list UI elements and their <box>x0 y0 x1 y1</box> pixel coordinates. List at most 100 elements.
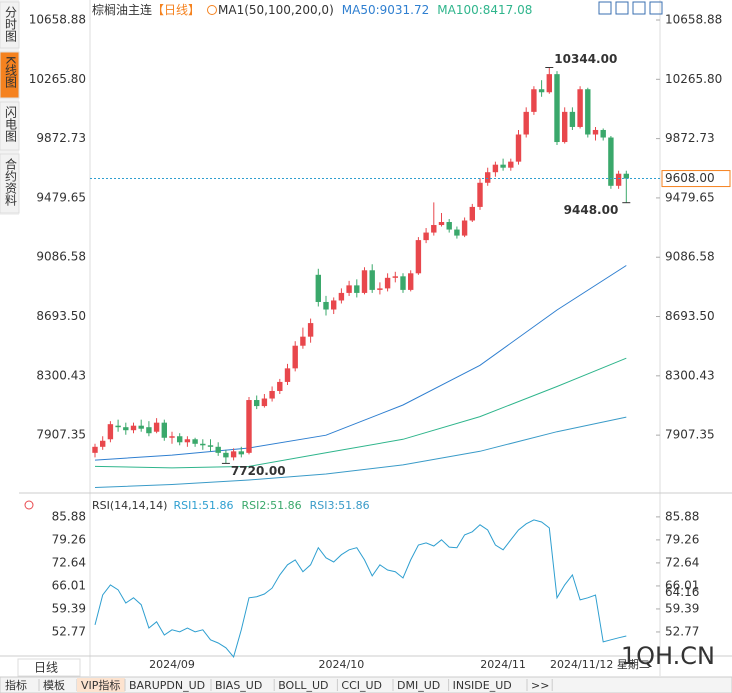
candle-body <box>477 182 483 207</box>
candle-body <box>261 398 268 407</box>
candle-body <box>230 451 237 458</box>
candle-body <box>200 443 206 446</box>
candle-body <box>408 273 414 290</box>
tab-label[interactable]: 分时图 <box>4 6 18 42</box>
candle-body <box>377 288 383 290</box>
candle-body <box>500 164 506 168</box>
candle-body <box>92 446 98 453</box>
legend-entry: RSI3:51.86 <box>310 499 370 512</box>
candle-body <box>361 270 368 293</box>
candle-body <box>562 111 568 143</box>
y-tick-label: 9086.58 <box>36 250 86 264</box>
y-tick-label: 66.01 <box>52 578 86 592</box>
candle-body <box>177 436 183 443</box>
y-tick-label-right: 10265.80 <box>665 72 722 86</box>
legend-entry: MA50:9031.72 <box>342 3 430 17</box>
y-tick-label: 7907.35 <box>36 428 86 442</box>
toolbar-item[interactable]: DMI_UD <box>397 679 440 692</box>
tab-label[interactable]: 闪电图 <box>4 106 18 142</box>
rsi-marker: 64.16 <box>665 585 699 599</box>
candle-body <box>569 111 576 127</box>
candle-body <box>384 277 391 289</box>
y-tick-label-right: 59.39 <box>665 601 699 615</box>
y-tick-label: 79.26 <box>52 532 86 546</box>
candle-body <box>446 222 452 230</box>
legend-entry: MA100:8417.08 <box>437 3 532 17</box>
period-button[interactable] <box>17 658 81 677</box>
candle-body <box>323 301 329 310</box>
candle-body <box>223 452 229 458</box>
candle-body <box>492 164 499 173</box>
tab-label[interactable]: K线图 <box>4 56 18 88</box>
candle-body <box>615 173 622 186</box>
candle-body <box>284 368 291 382</box>
tab-label[interactable]: 合约资料 <box>4 157 18 206</box>
toolbar-item[interactable]: CCI_UD <box>341 679 382 692</box>
candle-body <box>538 89 545 93</box>
toolbar-item[interactable]: >> <box>531 679 549 692</box>
candle-body <box>315 274 321 302</box>
period-button-label[interactable]: 日线 <box>34 661 58 675</box>
candle-body <box>546 74 552 93</box>
y-tick-label-right: 72.64 <box>665 555 699 569</box>
candle-body <box>346 285 352 293</box>
candle-body <box>107 424 114 440</box>
last-price-box <box>661 170 731 188</box>
y-tick-label-right: 52.77 <box>665 624 699 638</box>
indicator-icon[interactable] <box>24 500 34 510</box>
candle-body <box>523 111 529 135</box>
x-tick-label: 2024/10 <box>319 658 365 671</box>
toolbar-active[interactable] <box>77 678 125 692</box>
candle-body <box>515 134 522 162</box>
candle-body <box>307 323 314 337</box>
tab[interactable] <box>0 153 20 214</box>
candle-body <box>608 137 614 186</box>
annotation: 7720.00 <box>231 464 286 478</box>
candle-body <box>623 173 629 179</box>
candle-body <box>508 161 514 168</box>
y-tick-label-right: 85.88 <box>665 509 699 523</box>
candle-body <box>192 439 198 444</box>
ma-line <box>94 416 627 488</box>
y-tick-label: 8300.43 <box>36 368 86 382</box>
candle-body <box>269 390 275 399</box>
annotation: 10344.00 <box>554 52 617 66</box>
toolbar-item[interactable]: 指标 <box>5 678 27 692</box>
tab[interactable] <box>0 1 20 49</box>
legend-entry: RSI2:51.86 <box>242 499 302 512</box>
y-tick-label: 72.64 <box>52 555 86 569</box>
candle-body <box>554 74 560 143</box>
candle-body <box>485 172 491 183</box>
toolbar-item[interactable]: 模板 <box>43 678 65 692</box>
toolbar-item[interactable]: INSIDE_UD <box>453 679 512 692</box>
y-tick-label-right: 9479.65 <box>665 190 715 204</box>
y-tick-label: 9872.73 <box>36 131 86 145</box>
y-tick-label: 10265.80 <box>29 72 86 86</box>
candle-body <box>277 381 283 391</box>
last-price-label: 9608.00 <box>665 171 715 185</box>
candle-body <box>469 206 475 221</box>
toolbar-item[interactable]: BOLL_UD <box>278 679 328 692</box>
title: 棕榈油主连 <box>92 2 152 17</box>
tab[interactable] <box>0 51 20 99</box>
candle-body <box>238 451 244 455</box>
candle-body <box>461 220 468 236</box>
settings-icon[interactable] <box>207 5 217 15</box>
cursor-date: 2024/11/12 星期二 <box>550 658 650 671</box>
toolbar <box>0 676 732 693</box>
candle-body <box>331 300 337 310</box>
candle-body <box>153 422 160 432</box>
candle-body <box>130 425 137 431</box>
toolbar-item[interactable]: BIAS_UD <box>215 679 262 692</box>
watermark: 1QH.CN <box>621 642 715 670</box>
rsi-header: RSI(14,14,14) RSI1:51.86 RSI2:51.86 RSI3:51… <box>92 499 370 512</box>
candle-body <box>292 345 298 369</box>
candle-body <box>300 336 306 346</box>
candle-body <box>169 436 175 438</box>
tab[interactable] <box>0 101 20 151</box>
toolbar-item[interactable]: VIP指标 <box>81 678 120 692</box>
toolbar-item[interactable]: BARUPDN_UD <box>129 679 205 692</box>
x-tick-label: 2024/11 <box>480 658 526 671</box>
